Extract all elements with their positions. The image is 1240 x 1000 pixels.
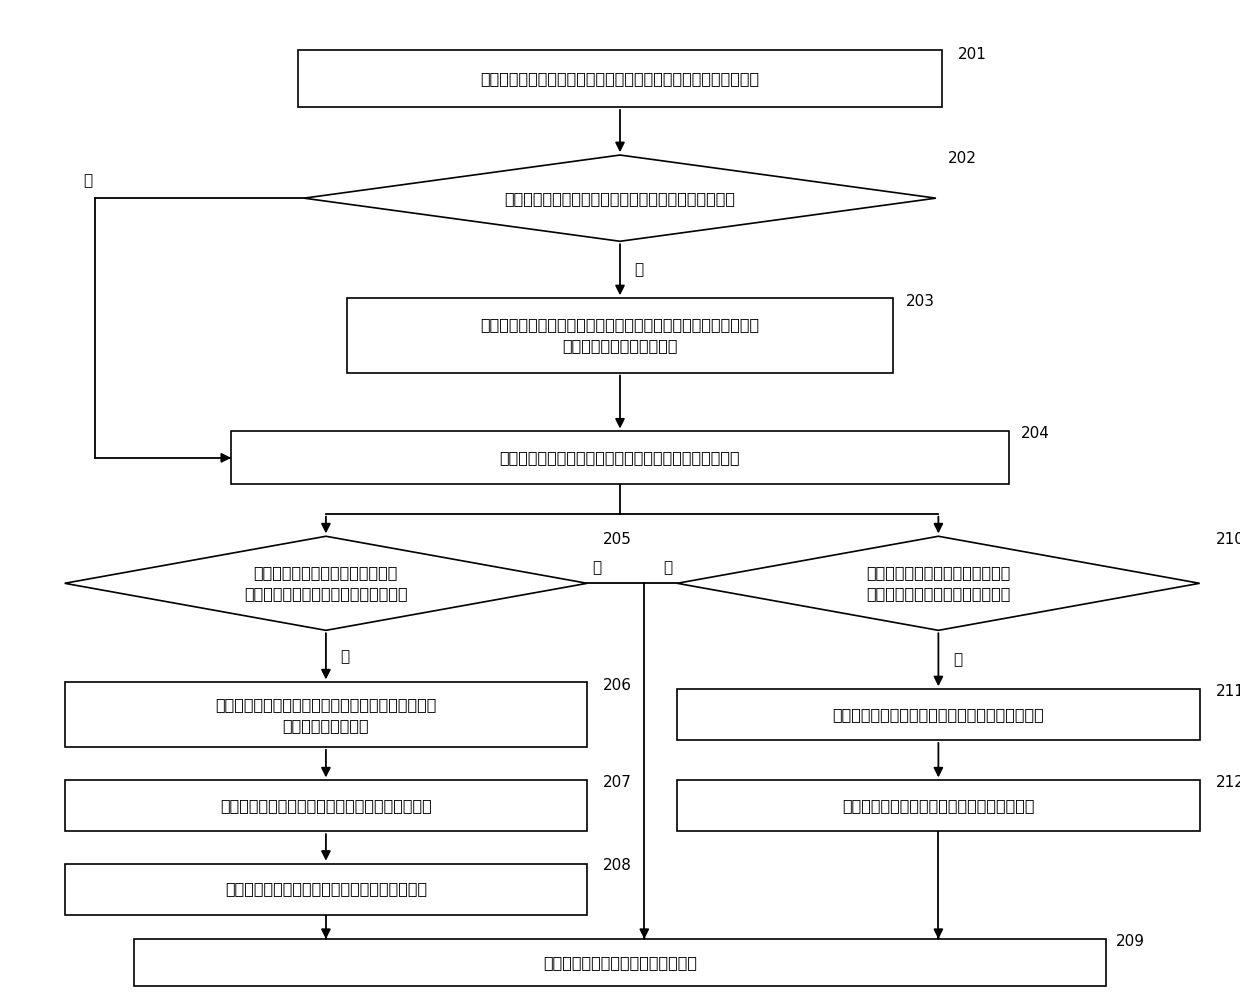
Text: 数字沙盘设置与用户的位置信息相匹配的显示区域: 数字沙盘设置与用户的位置信息相匹配的显示区域 [219,798,432,813]
Text: 是: 是 [954,652,962,667]
Text: 208: 208 [603,858,632,873]
Text: 201: 201 [957,47,987,62]
FancyBboxPatch shape [231,431,1009,484]
FancyBboxPatch shape [677,780,1199,831]
Text: 202: 202 [949,151,977,166]
Text: 否: 否 [591,560,601,575]
Text: 数字沙盘根据展示控制信息进行展示: 数字沙盘根据展示控制信息进行展示 [543,955,697,970]
Text: 211: 211 [1215,684,1240,699]
Text: 数字沙盘判断是否接收到用户使用
移动控制设备输入的指定位置显示指令: 数字沙盘判断是否接收到用户使用 移动控制设备输入的指定位置显示指令 [244,565,408,601]
Text: 206: 206 [603,678,632,693]
Text: 数字沙盘根据展示控制信息展示动态展示内容: 数字沙盘根据展示控制信息展示动态展示内容 [842,798,1034,813]
FancyBboxPatch shape [134,939,1106,986]
Text: 数字沙盘判断是否接收到用户使用
移动控制设备输入的动态展示指令: 数字沙盘判断是否接收到用户使用 移动控制设备输入的动态展示指令 [867,565,1011,601]
Text: 否: 否 [83,173,93,188]
FancyBboxPatch shape [64,780,588,831]
Text: 数字沙盘获取动态展示指令所指示的动态展示内容: 数字沙盘获取动态展示指令所指示的动态展示内容 [832,707,1044,722]
Polygon shape [64,536,588,630]
Text: 数字沙盘检测电子屏出现坏点的数量是否大于预设数量: 数字沙盘检测电子屏出现坏点的数量是否大于预设数量 [505,191,735,206]
Text: 204: 204 [1021,426,1050,441]
Polygon shape [304,155,936,241]
Text: 否: 否 [663,560,672,575]
Text: 数字沙盘获取使用移动控制设备输入指定位置显示指
令的用户的位置信息: 数字沙盘获取使用移动控制设备输入指定位置显示指 令的用户的位置信息 [216,697,436,733]
FancyBboxPatch shape [346,298,893,373]
Text: 数字沙盘接收用户使用移动控制设备输入的启动指令并启动电子屏: 数字沙盘接收用户使用移动控制设备输入的启动指令并启动电子屏 [480,71,760,86]
Text: 数字沙盘接收用户使用移动控制设备输入的展示控制信息: 数字沙盘接收用户使用移动控制设备输入的展示控制信息 [500,450,740,465]
FancyBboxPatch shape [298,50,942,107]
Text: 数字沙盘根据展示控制信息在显示区域进行展示: 数字沙盘根据展示控制信息在显示区域进行展示 [224,882,427,897]
Text: 209: 209 [1116,934,1145,948]
Text: 210: 210 [1215,532,1240,547]
Text: 是: 是 [341,649,350,664]
FancyBboxPatch shape [64,682,588,747]
FancyBboxPatch shape [677,689,1199,740]
Text: 212: 212 [1215,775,1240,790]
Text: 205: 205 [603,532,632,547]
FancyBboxPatch shape [64,864,588,915]
Polygon shape [677,536,1199,630]
Text: 数字沙盘发送检修信号给指定接收端，以使指定接收端所属的工作
人员及时对电子屏进行检修: 数字沙盘发送检修信号给指定接收端，以使指定接收端所属的工作 人员及时对电子屏进行… [480,317,760,353]
Text: 203: 203 [905,294,935,309]
Text: 是: 是 [635,262,644,277]
Text: 207: 207 [603,775,632,790]
